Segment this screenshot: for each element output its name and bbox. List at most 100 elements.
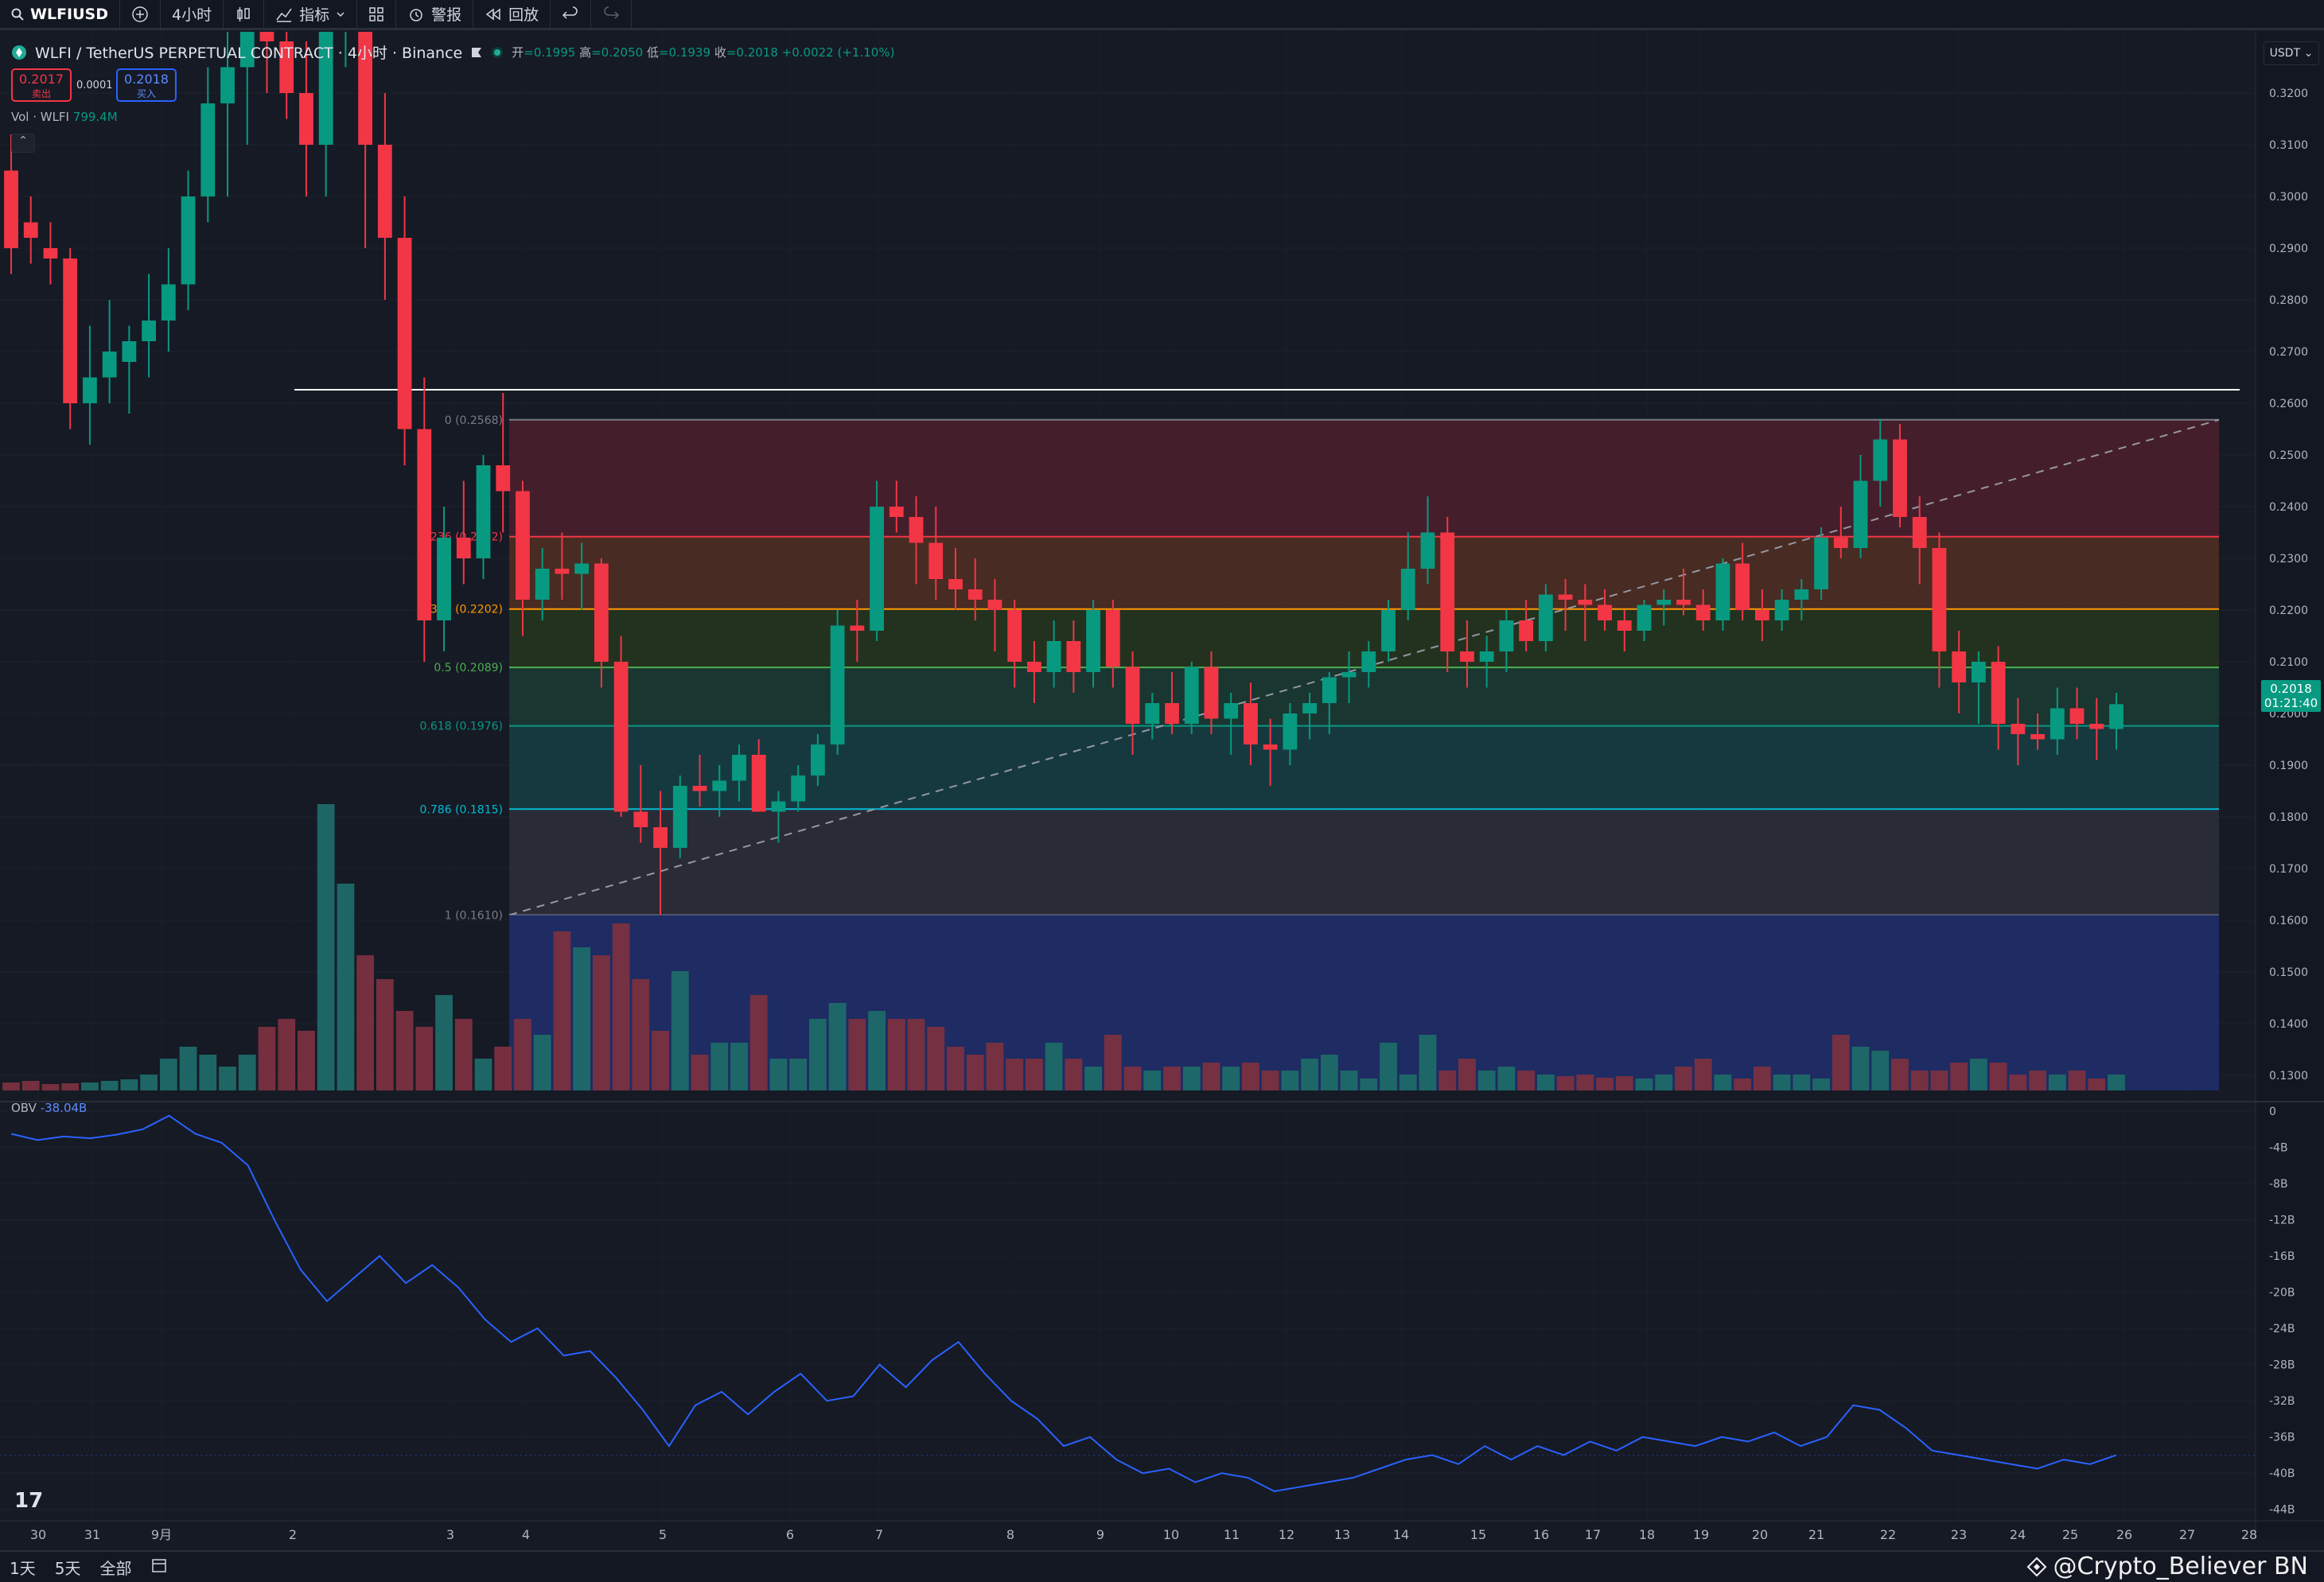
- replay-button[interactable]: 回放: [473, 0, 551, 29]
- time-tick-label: 11: [1224, 1527, 1240, 1542]
- collapse-legend-button[interactable]: ⌃: [11, 134, 35, 153]
- price-tick-label: 0.1900: [2269, 760, 2308, 772]
- time-tick-label: 16: [1533, 1527, 1549, 1542]
- candle-body: [1853, 480, 1868, 548]
- volume-bar: [494, 1047, 512, 1090]
- candle-body: [1754, 610, 1769, 620]
- range-all-button[interactable]: 全部: [99, 1558, 132, 1578]
- obv-tick-label: -4B: [2269, 1142, 2288, 1155]
- volume-bar: [1202, 1063, 1220, 1090]
- candle-body: [1066, 641, 1081, 672]
- candle-body: [1617, 620, 1632, 631]
- candle-body: [2030, 734, 2045, 740]
- volume-bar: [1143, 1071, 1162, 1090]
- time-tick-label: 28: [2241, 1527, 2257, 1542]
- obv-tick-label: -16B: [2269, 1250, 2295, 1263]
- candle-body: [613, 662, 629, 812]
- date-range-button[interactable]: [141, 1557, 177, 1578]
- bottom-toolbar: 1天 5天 全部: [0, 1550, 2324, 1582]
- candle-body: [948, 579, 963, 589]
- volume-bar: [1084, 1067, 1102, 1090]
- layout-button[interactable]: [357, 0, 397, 29]
- chart-canvas[interactable]: 0.3200 0.3100 0.3000 0.2900 0.2800 0.2700 0.26…: [0, 32, 2324, 1550]
- price-tick-label: 0.3200: [2269, 87, 2308, 100]
- obv-legend[interactable]: OBV -38.04B: [11, 1101, 88, 1115]
- binance-logo-icon: [12, 45, 26, 60]
- time-tick-label: 23: [1951, 1527, 1967, 1542]
- candle-body: [358, 32, 373, 145]
- candle-body: [161, 284, 176, 321]
- candle-body: [653, 827, 668, 848]
- undo-icon: [563, 6, 578, 19]
- time-tick-label: 9: [1096, 1527, 1104, 1542]
- volume-bar: [1399, 1075, 1417, 1090]
- range-5d-button[interactable]: 5天: [54, 1558, 81, 1578]
- volume-bar: [2, 1083, 20, 1090]
- candle-body: [574, 563, 590, 574]
- candle-body: [1086, 610, 1100, 672]
- time-tick-label: 21: [1808, 1527, 1824, 1542]
- volume-bar: [1281, 1071, 1299, 1090]
- range-1d-button[interactable]: 1天: [10, 1558, 36, 1578]
- volume-bar: [808, 1019, 827, 1090]
- volume-bar: [376, 979, 394, 1090]
- volume-bar: [140, 1075, 158, 1090]
- price-tick-label: 0.1500: [2269, 966, 2308, 979]
- candle-body: [1538, 594, 1553, 641]
- tradingview-logo-icon[interactable]: 17: [14, 1489, 44, 1513]
- volume-bar: [907, 1019, 925, 1090]
- volume-bar: [1045, 1043, 1063, 1090]
- candle-body: [1302, 703, 1318, 713]
- volume-bar: [612, 923, 630, 1090]
- volume-bar: [533, 1035, 551, 1090]
- flag-icon[interactable]: [470, 46, 483, 59]
- alert-button[interactable]: 警报: [396, 0, 474, 29]
- candle-body: [1598, 604, 1612, 620]
- candle-body: [909, 517, 924, 543]
- price-tick-label: 0.1400: [2269, 1018, 2308, 1031]
- candle-body: [318, 32, 333, 145]
- price-tick-label: 0.2200: [2269, 604, 2308, 617]
- sell-button[interactable]: 0.2017 卖出: [11, 68, 72, 102]
- volume-bar: [1497, 1067, 1516, 1090]
- obv-tick-label: -24B: [2269, 1323, 2295, 1335]
- candle-body: [1165, 703, 1179, 724]
- buy-label: 买入: [136, 88, 156, 99]
- top-toolbar: WLFIUSD 4小时 指标 警报 回放: [0, 0, 2324, 30]
- indicators-button[interactable]: 指标: [264, 0, 358, 29]
- obv-tick-label: -12B: [2269, 1215, 2295, 1227]
- interval-label: 4小时: [172, 6, 212, 24]
- candle-body: [220, 67, 235, 103]
- candle-body: [1460, 651, 1474, 662]
- symbol-legend: WLFI / TetherUS PERPETUAL CONTRACT · 4小时…: [11, 41, 894, 63]
- candle-body: [1991, 662, 2006, 724]
- symbol-search-button[interactable]: WLFIUSD: [0, 0, 120, 29]
- redo-button[interactable]: [591, 0, 633, 29]
- volume-legend[interactable]: Vol · WLFI 799.4M: [11, 110, 118, 124]
- candle-body: [1774, 600, 1789, 620]
- candle-body: [377, 145, 392, 238]
- candle-body: [1263, 744, 1278, 750]
- volume-bar: [986, 1043, 1004, 1090]
- compare-symbol-button[interactable]: [120, 0, 161, 29]
- buy-button[interactable]: 0.2018 买入: [116, 68, 177, 102]
- fib-level-label: 1 (0.1610): [445, 910, 503, 923]
- volume-bar: [337, 884, 355, 1090]
- candle-body: [1400, 569, 1415, 610]
- candle-body: [1794, 589, 1809, 600]
- candle-body: [594, 563, 609, 662]
- candle-body: [1224, 703, 1239, 719]
- volume-bar: [1301, 1059, 1319, 1090]
- currency-selector[interactable]: USDT ⌄: [2264, 41, 2319, 65]
- chart-type-button[interactable]: [224, 0, 265, 29]
- price-tick-label: 0.2300: [2269, 553, 2308, 566]
- undo-button[interactable]: [551, 0, 592, 29]
- volume-bar: [868, 1011, 886, 1090]
- volume-bar: [1340, 1071, 1358, 1090]
- obv-line: [10, 1114, 2117, 1493]
- volume-bar: [1026, 1059, 1043, 1090]
- volume-bar: [2088, 1079, 2106, 1090]
- alert-label: 警报: [431, 6, 462, 24]
- candle-body: [928, 542, 944, 579]
- interval-button[interactable]: 4小时: [161, 0, 224, 29]
